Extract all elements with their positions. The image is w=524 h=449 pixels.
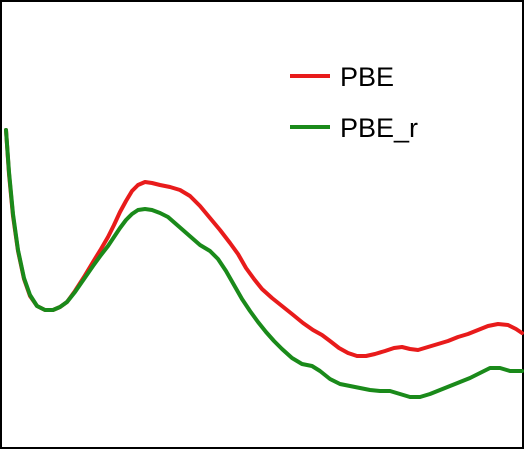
legend-label-pbe-r: PBE_r	[340, 113, 418, 143]
series-line-pbe-r	[4, 128, 524, 399]
legend-label-pbe: PBE	[340, 62, 394, 92]
legend: PBE PBE_r	[290, 62, 418, 143]
series-layer	[4, 128, 524, 399]
